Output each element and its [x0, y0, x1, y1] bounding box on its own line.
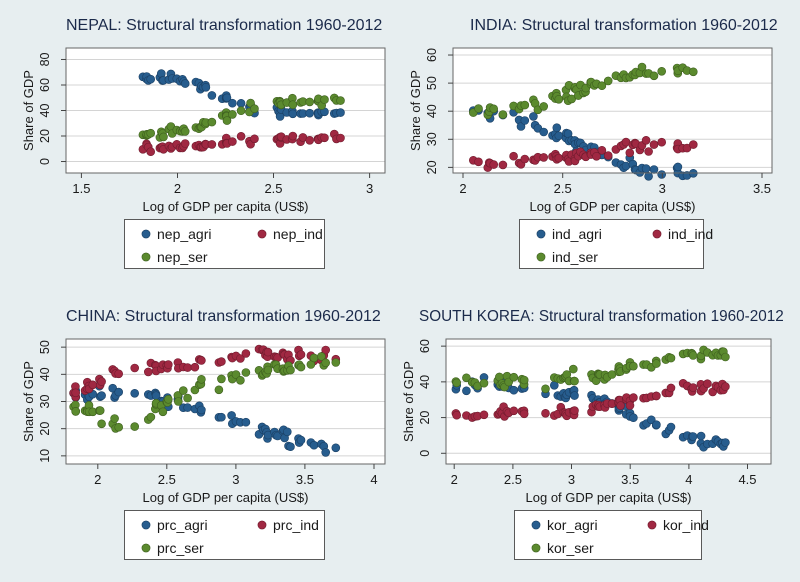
svg-text:4.5: 4.5	[738, 472, 756, 487]
svg-text:4: 4	[685, 472, 692, 487]
svg-text:2: 2	[174, 181, 181, 196]
svg-text:Share of GDP: Share of GDP	[21, 361, 36, 442]
svg-text:30: 30	[425, 132, 439, 146]
svg-text:60: 60	[38, 78, 52, 92]
svg-text:40: 40	[425, 104, 439, 118]
svg-text:4: 4	[370, 472, 377, 487]
svg-text:Log of GDP per capita (US$): Log of GDP per capita (US$)	[143, 490, 309, 505]
svg-text:3: 3	[366, 181, 373, 196]
svg-text:0: 0	[418, 450, 432, 457]
svg-text:INDIA: Structural transformati: INDIA: Structural transformation 1960-20…	[470, 17, 778, 34]
svg-text:2.5: 2.5	[264, 181, 282, 196]
svg-text:3.5: 3.5	[296, 472, 314, 487]
svg-text:50: 50	[38, 340, 52, 354]
svg-text:20: 20	[38, 129, 52, 143]
svg-text:3: 3	[659, 181, 666, 196]
svg-text:2.5: 2.5	[504, 472, 522, 487]
svg-text:Share of GDP: Share of GDP	[21, 70, 36, 151]
svg-text:Log of GDP per capita (US$): Log of GDP per capita (US$)	[530, 199, 696, 214]
svg-text:3.5: 3.5	[753, 181, 771, 196]
svg-text:Log of GDP per capita (US$): Log of GDP per capita (US$)	[143, 199, 309, 214]
svg-text:2.5: 2.5	[554, 181, 572, 196]
svg-text:Share of GDP: Share of GDP	[401, 361, 416, 442]
svg-text:20: 20	[425, 160, 439, 174]
svg-text:40: 40	[418, 375, 432, 389]
svg-text:3.5: 3.5	[621, 472, 639, 487]
svg-text:2.5: 2.5	[158, 472, 176, 487]
svg-text:1.5: 1.5	[72, 181, 90, 196]
svg-text:CHINA: Structural transformati: CHINA: Structural transformation 1960-20…	[66, 308, 381, 325]
svg-text:20: 20	[38, 422, 52, 436]
svg-text:NEPAL: Structural transformati: NEPAL: Structural transformation 1960-20…	[66, 17, 382, 34]
svg-text:40: 40	[38, 104, 52, 118]
svg-text:40: 40	[38, 367, 52, 381]
svg-text:0: 0	[38, 158, 52, 165]
svg-text:30: 30	[38, 395, 52, 409]
svg-text:2: 2	[451, 472, 458, 487]
svg-text:20: 20	[418, 411, 432, 425]
svg-text:80: 80	[38, 52, 52, 66]
svg-text:10: 10	[38, 449, 52, 463]
svg-text:Share of GDP: Share of GDP	[408, 70, 423, 151]
svg-text:3: 3	[568, 472, 575, 487]
svg-text:50: 50	[425, 76, 439, 90]
svg-text:SOUTH KOREA: Structural transf: SOUTH KOREA: Structural transformation 1…	[419, 308, 784, 325]
svg-text:Log of GDP per capita (US$): Log of GDP per capita (US$)	[526, 490, 692, 505]
svg-text:60: 60	[418, 339, 432, 353]
svg-text:2: 2	[94, 472, 101, 487]
svg-text:3: 3	[232, 472, 239, 487]
svg-text:60: 60	[425, 48, 439, 62]
svg-text:2: 2	[459, 181, 466, 196]
